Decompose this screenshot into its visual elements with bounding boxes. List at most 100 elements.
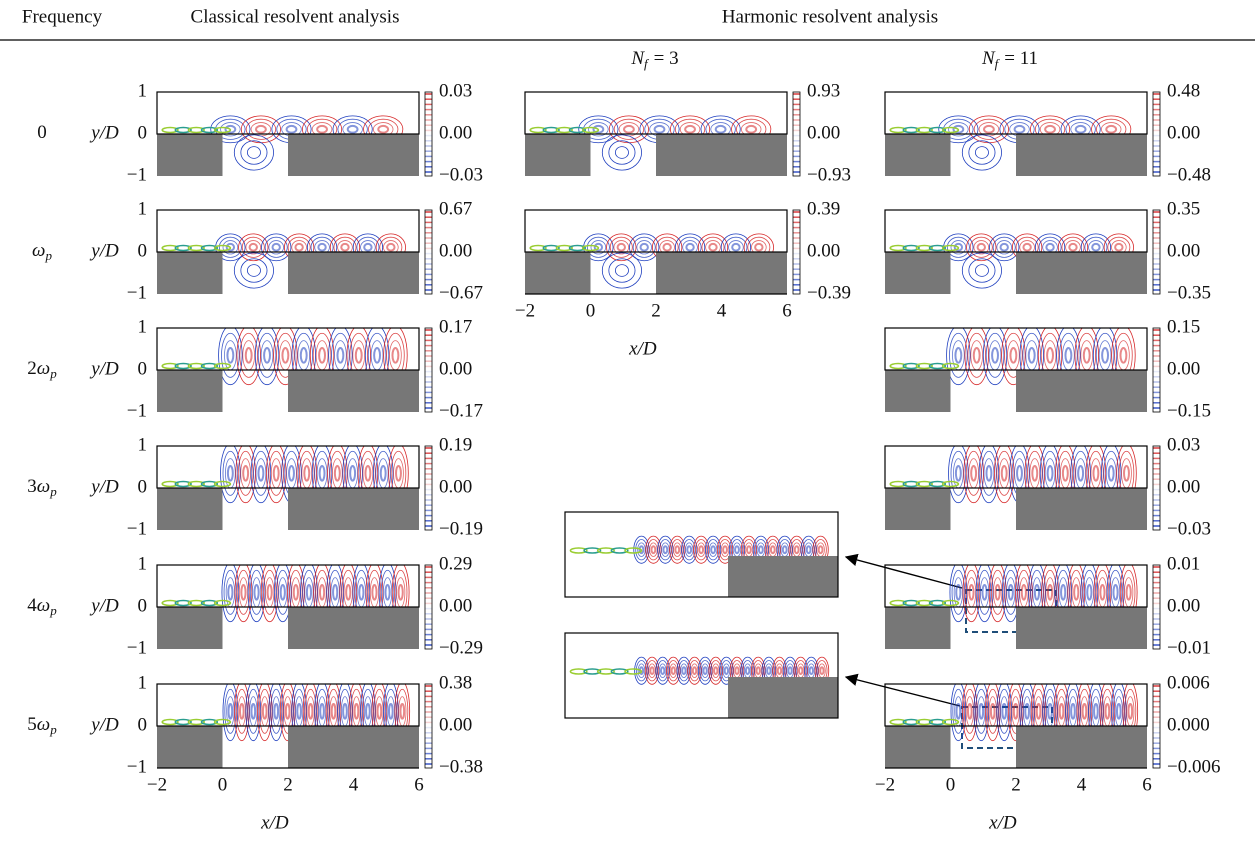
contour (950, 684, 967, 742)
shear-layer (200, 126, 219, 134)
shear-layer (187, 480, 205, 488)
colorbar-tick: 0.67 (439, 198, 472, 219)
wall (1016, 252, 1147, 294)
contour (319, 702, 325, 720)
contour (988, 565, 1007, 623)
contour (669, 535, 686, 564)
contour (608, 140, 636, 165)
contour (1115, 702, 1122, 720)
contour (722, 545, 728, 555)
contour (1123, 464, 1130, 482)
contour (745, 124, 758, 134)
contour (224, 688, 237, 734)
contour (662, 242, 672, 252)
contour (333, 464, 341, 482)
contour (249, 569, 264, 615)
contour (1080, 340, 1094, 371)
contour (973, 240, 990, 255)
colorbar (1152, 564, 1161, 650)
contour (399, 702, 406, 720)
wall (728, 677, 838, 718)
symbol: ω (37, 714, 50, 735)
contour (218, 328, 243, 386)
shear-layer (889, 126, 907, 134)
y-tick-label: 0 (138, 714, 148, 735)
contour (964, 569, 979, 615)
colorbar-tick: 0.00 (1167, 122, 1200, 143)
contour (281, 688, 294, 734)
contour (371, 583, 378, 601)
contour (318, 583, 326, 601)
shear-layer (889, 599, 907, 607)
shear-layer (213, 244, 232, 252)
wall (288, 370, 419, 412)
contour (316, 124, 328, 134)
colorbar-tick: 0.00 (1167, 240, 1200, 261)
contour (1073, 583, 1080, 601)
contour (1074, 124, 1087, 134)
contour (397, 583, 404, 601)
colorbar-tick: −0.39 (807, 282, 851, 303)
colorbar-tick: 0.48 (1167, 80, 1200, 101)
symbol: ω (32, 240, 45, 261)
x-tick-label: 2 (283, 774, 293, 795)
colorbar-tick: 0.17 (439, 316, 472, 337)
frame (524, 91, 788, 135)
colorbar-tick: 0.03 (1167, 434, 1200, 455)
shear-layer (902, 718, 920, 726)
colorbar-tick: 0.01 (1167, 553, 1200, 574)
wall (885, 134, 951, 176)
contour (731, 242, 741, 252)
contour (769, 545, 776, 555)
shear-layer (902, 244, 920, 252)
wall (525, 252, 591, 294)
colorbar-tick: −0.48 (1167, 164, 1211, 185)
contour (238, 233, 269, 262)
wall (885, 252, 951, 294)
contour (808, 666, 815, 676)
contour (1046, 464, 1054, 482)
contour (1098, 340, 1112, 371)
contour (1004, 332, 1023, 378)
contour (718, 539, 732, 561)
wall (656, 134, 787, 176)
contour (218, 236, 242, 258)
contour (279, 340, 292, 371)
contour (972, 346, 981, 364)
shear-layer (889, 480, 907, 488)
contour (970, 464, 978, 482)
shear-layer (902, 480, 920, 488)
wall (157, 488, 223, 530)
contour (373, 346, 382, 364)
colorbar-tick: −0.38 (439, 756, 483, 777)
contour (1058, 702, 1065, 720)
contour (281, 346, 290, 364)
contours (889, 328, 1136, 386)
frame (156, 564, 420, 608)
shear-layer (200, 244, 219, 252)
y-tick-label: −1 (127, 164, 147, 185)
shear-layer (928, 244, 947, 252)
contour (1022, 242, 1032, 252)
y-tick-label: −1 (127, 282, 147, 303)
contour (986, 688, 999, 734)
shear-layer (174, 718, 192, 726)
colorbar (792, 91, 801, 177)
shear-layer (213, 718, 232, 726)
contour (963, 688, 976, 734)
contour (636, 240, 652, 255)
contour (234, 565, 253, 623)
shear-layer (915, 126, 933, 134)
contour (1077, 464, 1085, 482)
contour (245, 240, 262, 255)
colorbar-tick: −0.03 (1167, 518, 1211, 539)
colorbar-tick: 0.19 (439, 434, 472, 455)
contour (766, 666, 772, 676)
contour (781, 545, 788, 555)
contour (776, 666, 783, 676)
contour (993, 446, 1015, 504)
subscript: p (49, 603, 57, 618)
contour (614, 146, 629, 159)
contour (999, 242, 1009, 252)
contour (1105, 124, 1118, 134)
